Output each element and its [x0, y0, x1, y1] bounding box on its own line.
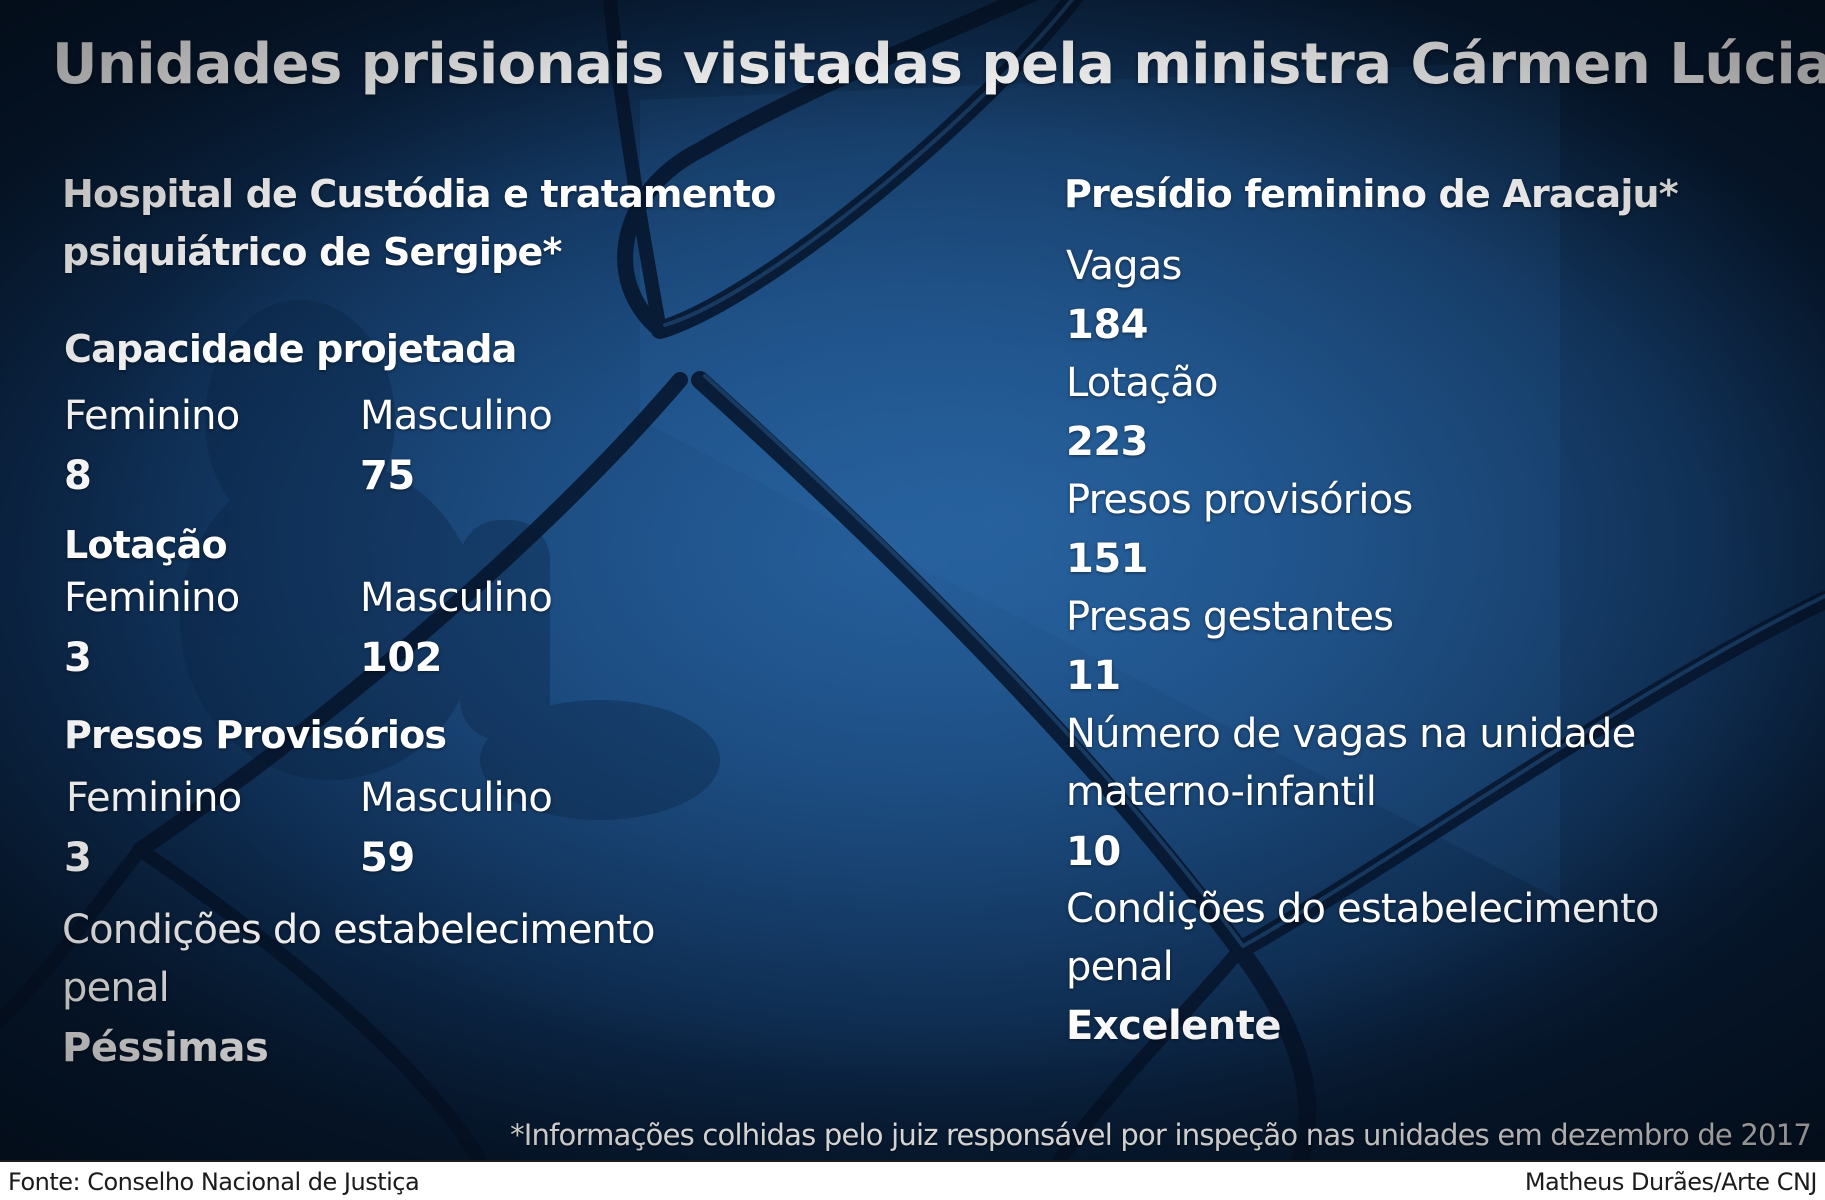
left-condicoes-line1: Condições do estabelecimento	[62, 907, 655, 953]
left-heading-line1: Hospital de Custódia e tratamento	[62, 172, 776, 216]
right-provisorios-value: 151	[1066, 536, 1149, 582]
source-credit: Fonte: Conselho Nacional de Justiça	[8, 1168, 420, 1196]
left-heading-line2: psiquiátrico de Sergipe*	[62, 230, 562, 274]
vagas-label: Vagas	[1066, 243, 1182, 289]
fence-wire-highlights	[663, 0, 1825, 948]
right-condicoes-line2: penal	[1066, 944, 1174, 990]
lotacao-feminino-label: Feminino	[64, 575, 240, 621]
right-condicoes-value: Excelente	[1066, 1003, 1282, 1049]
gestantes-value: 11	[1066, 653, 1121, 699]
capacidade-label: Capacidade projetada	[64, 327, 517, 371]
materno-value: 10	[1066, 829, 1121, 875]
footer-bar: Fonte: Conselho Nacional de Justiça Math…	[0, 1160, 1825, 1200]
left-condicoes-line2: penal	[62, 965, 170, 1011]
chain-link-fence-photo	[0, 0, 1825, 1160]
infographic-title: Unidades prisionais visitadas pela minis…	[52, 32, 1825, 97]
materno-label-line2: materno-infantil	[1066, 769, 1377, 815]
capacidade-feminino-value: 8	[64, 453, 92, 499]
lotacao-feminino-value: 3	[64, 635, 92, 681]
capacidade-masculino-label: Masculino	[360, 393, 553, 439]
vagas-value: 184	[1066, 302, 1149, 348]
art-credit: Matheus Durães/Arte CNJ	[1524, 1168, 1818, 1196]
fence-wires	[0, 0, 1825, 1160]
lotacao-masculino-label: Masculino	[360, 575, 553, 621]
footnote: *Informações colhidas pelo juiz responsá…	[510, 1118, 1812, 1152]
blurred-person-silhouette	[180, 300, 720, 820]
right-lotacao-value: 223	[1066, 419, 1149, 465]
capacidade-masculino-value: 75	[360, 453, 415, 499]
materno-label-line1: Número de vagas na unidade	[1066, 711, 1636, 757]
left-condicoes-value: Péssimas	[62, 1025, 269, 1071]
right-heading: Presídio feminino de Aracaju*	[1064, 172, 1679, 216]
right-provisorios-label: Presos provisórios	[1066, 477, 1413, 523]
right-condicoes-line1: Condições do estabelecimento	[1066, 886, 1659, 932]
provisorios-label: Presos Provisórios	[64, 713, 447, 757]
capacidade-feminino-label: Feminino	[64, 393, 240, 439]
provisorios-feminino-label: Feminino	[66, 775, 242, 821]
lotacao-label: Lotação	[64, 523, 228, 567]
right-lotacao-label: Lotação	[1066, 360, 1218, 406]
provisorios-feminino-value: 3	[64, 835, 92, 881]
gestantes-label: Presas gestantes	[1066, 594, 1394, 640]
provisorios-masculino-value: 59	[360, 835, 415, 881]
infographic-background: Unidades prisionais visitadas pela minis…	[0, 0, 1825, 1160]
provisorios-masculino-label: Masculino	[360, 775, 553, 821]
lotacao-masculino-value: 102	[360, 635, 443, 681]
